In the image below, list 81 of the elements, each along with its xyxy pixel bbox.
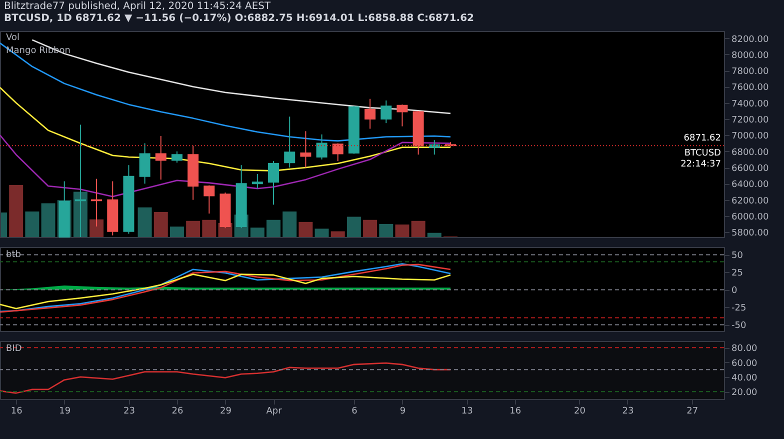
bar [266,220,281,237]
y-tick-label: 6800.00 [732,148,769,158]
annotation: BTCUSD [684,148,722,159]
candlestick [139,142,150,184]
candlestick [332,142,344,162]
chart-title: BTCUSD, 1D 6871.62 ▼ −11.56 (−0.17%) O:6882.75 H:6914.01 L:6858.88 C:6871.62 [4,13,476,25]
chart-title: Vol [6,33,20,43]
line-series [0,274,452,310]
y-tick-label: 6000.00 [732,212,769,222]
bar [154,212,168,237]
y-tick-label: 6600.00 [732,164,769,174]
y-tick-label: 6200.00 [732,196,769,206]
bar [202,220,216,237]
candlestick [396,104,408,127]
y-tick-label: 8200.00 [732,34,769,45]
x-tick-label: Apr [266,406,282,416]
bar [41,203,56,237]
candlestick [284,116,296,168]
annotation: 22:14:37 [680,160,721,170]
y-tick-label: 60.00 [732,358,758,369]
x-tick-label: 27 [686,406,698,416]
bar [138,207,152,237]
chart-title: btb [6,250,22,260]
candlestick [155,136,166,180]
bar [9,185,24,237]
y-tick-label: 7400.00 [732,99,769,110]
x-tick-label: 20 [574,406,586,416]
y-tick-label: -25 [732,304,746,314]
y-tick-label: 40.00 [732,373,758,384]
candlestick [364,98,376,130]
bar [363,220,378,237]
x-tick-label: 23 [123,406,135,416]
bar [250,228,264,237]
y-tick-label: 7200.00 [732,116,769,126]
candlestick [171,150,182,164]
ref-line-label: 6871.62 [684,134,721,144]
line-series [0,42,452,142]
bar [346,216,361,237]
x-tick-label: 26 [172,406,184,416]
y-tick-label: 25 [732,268,743,279]
bar [73,192,88,237]
x-tick-label: 6 [352,406,358,416]
candlestick [428,140,440,156]
bar [411,220,426,237]
bar [186,220,200,237]
x-tick-label: 16 [10,406,23,416]
bar [282,212,297,237]
bar [25,212,40,237]
y-tick-label: 6400.00 [732,180,769,190]
y-tick-label: 0 [732,286,738,296]
y-tick-label: 8000.00 [732,50,769,61]
candlestick [252,173,263,190]
y-tick-label: -50 [732,321,746,332]
bar [395,224,410,237]
x-tick-label: 29 [220,406,232,416]
bar [298,222,313,237]
x-tick-label: 16 [510,406,522,416]
candlestick [316,134,328,160]
x-tick-label: 9 [400,406,406,416]
candlestick [204,184,215,214]
candlestick [300,130,312,168]
bar [90,219,104,237]
y-tick-label: 20.00 [732,388,758,398]
x-tick-label: 19 [59,406,71,416]
y-tick-label: 7000.00 [732,132,769,142]
bar [314,228,329,237]
candlestick [268,160,280,206]
y-tick-label: 80.00 [732,344,758,354]
y-tick-label: 50 [732,251,744,262]
bar [427,232,442,237]
bar [330,231,345,237]
bar [170,226,184,237]
y-tick-label: 5800.00 [732,228,769,239]
line-series [0,362,452,394]
bar [379,224,394,237]
x-tick-label: 13 [461,406,473,416]
candlestick [380,100,392,124]
x-tick-label: 23 [622,406,634,416]
chart-subtitle: Blitztrade77 published, April 12, 2020 11:45:24 AEST [4,1,272,13]
y-tick-label: 7600.00 [732,83,769,94]
y-tick-label: 7800.00 [732,67,769,78]
